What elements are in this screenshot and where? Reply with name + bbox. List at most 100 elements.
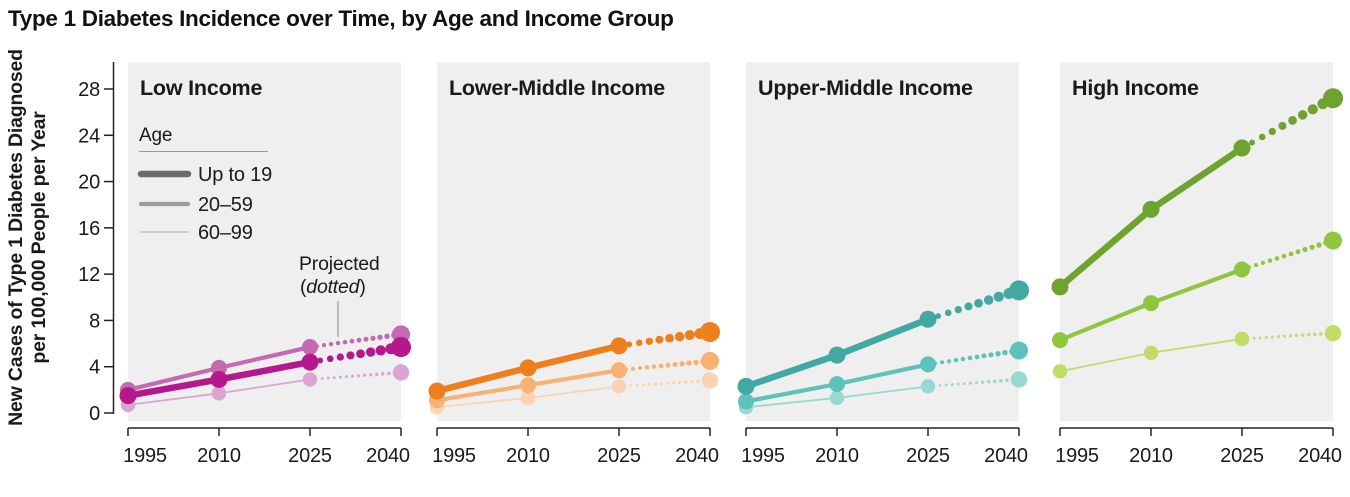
series-dot-projected xyxy=(637,365,643,371)
series-dot-projected xyxy=(336,353,345,361)
y-tick-label: 24 xyxy=(78,125,100,147)
series-dot-projected xyxy=(1288,334,1293,338)
x-tick-label: 2010 xyxy=(1129,445,1173,467)
series-dot-projected xyxy=(686,360,692,366)
series-dot-projected xyxy=(679,361,685,367)
series-dot-projected xyxy=(623,384,627,388)
series-dot-projected xyxy=(1005,378,1009,383)
series-end-dot xyxy=(1323,88,1343,109)
series-dot xyxy=(428,382,446,400)
series-dot-projected xyxy=(356,349,365,359)
series-dot-projected xyxy=(1288,115,1297,125)
y-axis-title-line: per 100,000 People per Year xyxy=(28,111,50,364)
series-end-dot xyxy=(700,322,720,342)
series-dot-projected xyxy=(655,335,664,344)
series-dot-projected xyxy=(1246,337,1250,340)
series-dot xyxy=(1234,261,1250,278)
series-dot-projected xyxy=(1316,242,1322,248)
series-dot-projected xyxy=(1282,334,1287,338)
series-dot-projected xyxy=(377,334,383,340)
series-dot-projected xyxy=(326,376,330,380)
series-dot-projected xyxy=(1253,263,1259,268)
series-dot-projected xyxy=(968,381,973,385)
series-dot-projected xyxy=(635,383,639,387)
series-dot-projected xyxy=(346,351,355,360)
series-dot xyxy=(1143,345,1159,361)
series-dot xyxy=(519,359,537,377)
series-dot-projected xyxy=(370,335,376,341)
series-dot-projected xyxy=(672,361,678,368)
series-dot-projected xyxy=(677,380,682,385)
series-dot-projected xyxy=(1302,246,1308,253)
series-dot-projected xyxy=(684,329,695,341)
y-tick-label: 28 xyxy=(78,79,100,101)
series-end-dot xyxy=(1324,324,1342,342)
y-tick-label: 0 xyxy=(89,403,100,425)
series-end-dot xyxy=(1010,341,1028,360)
series-dot-projected xyxy=(950,383,954,386)
series-dot xyxy=(920,379,936,394)
series-dot-projected xyxy=(981,353,987,359)
series-dot-projected xyxy=(932,384,936,388)
series-dot-projected xyxy=(992,379,997,384)
series-dot-projected xyxy=(1297,110,1308,120)
series-dot xyxy=(1234,331,1250,347)
series-dot-projected xyxy=(1247,265,1251,270)
series-dot xyxy=(829,390,845,406)
x-tick-label: 2040 xyxy=(366,445,410,467)
legend-age-title: Age xyxy=(139,125,172,146)
series-dot xyxy=(828,346,846,364)
series-high-income-up-to-19 xyxy=(1051,88,1343,296)
legend: Age Up to 19 20–59 60–99 Projected(dotted) xyxy=(137,125,380,337)
series-dot xyxy=(738,393,754,410)
projected-note-line2: (dotted) xyxy=(300,276,366,298)
y-tick-label: 16 xyxy=(78,218,100,240)
y-tick-label: 8 xyxy=(89,310,100,332)
series-dot-projected xyxy=(1264,335,1268,339)
series-dot-projected xyxy=(1306,332,1311,337)
x-tick-label: 2040 xyxy=(675,445,719,467)
panel-bg xyxy=(1060,62,1333,421)
series-dot-projected xyxy=(356,337,362,343)
series-dot xyxy=(1052,332,1068,349)
series-dot-projected xyxy=(374,372,379,377)
legend-label-20-59: 20–59 xyxy=(198,194,253,216)
series-dot xyxy=(1052,364,1068,379)
x-tick-label: 1995 xyxy=(123,445,167,467)
series-dot-projected xyxy=(338,375,342,379)
series-dot-projected xyxy=(368,373,373,377)
series-dot-projected xyxy=(953,357,959,363)
series-dot-projected xyxy=(983,295,994,305)
series-dot-projected xyxy=(980,380,985,384)
series-dot-projected xyxy=(644,365,650,370)
series-dot-projected xyxy=(946,359,952,364)
series-upper-middle-income-20-59 xyxy=(738,341,1028,410)
series-dot-projected xyxy=(387,371,391,376)
series-dot xyxy=(1142,200,1160,218)
series-dot-projected xyxy=(665,333,674,343)
series-dot-projected xyxy=(960,356,966,362)
panel-lower-middle-income: Lower-Middle Income 1995 2010 2025 2040 xyxy=(428,62,720,467)
series-dot-projected xyxy=(326,355,334,363)
panel-bg xyxy=(746,62,1019,421)
series-dot-projected xyxy=(375,345,386,356)
y-axis-title-line: New Cases of Type 1 Diabetes Diagnosed xyxy=(5,49,27,426)
series-dot-projected xyxy=(1276,335,1280,339)
projected-note-line1: Projected xyxy=(299,253,380,275)
series-dot-projected xyxy=(1281,253,1287,259)
panel-upper-middle-income: Upper-Middle Income 1995 2010 2025 2040 xyxy=(737,62,1029,467)
x-tick-label: 2025 xyxy=(288,445,332,467)
series-dot-projected xyxy=(690,379,694,384)
series-end-dot xyxy=(701,372,719,389)
series-dot-projected xyxy=(1319,332,1323,336)
series-dot-projected xyxy=(332,376,336,380)
series-high-income-20-59 xyxy=(1052,231,1342,349)
series-low-income-60-99 xyxy=(120,364,410,413)
series-dot-projected xyxy=(629,384,633,387)
series-dot-projected xyxy=(344,375,348,379)
series-dot xyxy=(737,377,755,395)
series-dot-projected xyxy=(362,373,367,377)
series-dot-projected xyxy=(384,333,390,340)
series-end-dot xyxy=(1010,371,1028,388)
panel-title-upper-middle-income: Upper-Middle Income xyxy=(758,76,973,100)
